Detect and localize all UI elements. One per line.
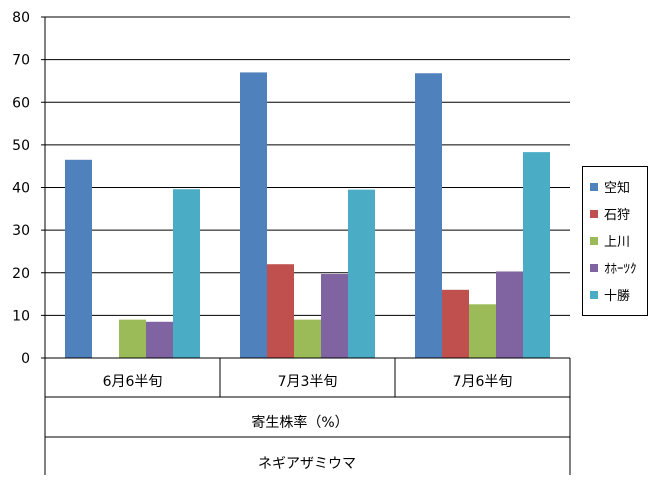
bar: [173, 189, 200, 358]
bar: [146, 321, 173, 358]
bar: [65, 159, 92, 358]
x-group-label-1: 寄生株率（%）: [251, 414, 348, 431]
legend-swatch: [590, 182, 598, 191]
y-tick-label: 0: [21, 351, 30, 367]
y-tick-label: 10: [12, 308, 30, 324]
legend-item: 石狩: [583, 200, 647, 227]
bar: [442, 289, 469, 358]
x-tick-label: 7月3半旬: [278, 374, 338, 390]
x-tick-label: 7月6半旬: [453, 374, 513, 390]
y-axis-ticks: 0 10 20 30 40 50 60 70 80: [12, 10, 30, 367]
bar: [469, 304, 496, 358]
y-tick-label: 30: [12, 223, 30, 239]
x-group-label-2: ネギアザミウマ: [258, 456, 356, 472]
y-tick-label: 60: [12, 95, 30, 111]
legend-label: 十勝: [604, 289, 631, 304]
y-tick-label: 70: [12, 53, 30, 69]
bar: [294, 319, 321, 358]
bars: [65, 72, 550, 358]
bar: [415, 73, 442, 358]
bar: [348, 189, 375, 358]
legend-swatch: [590, 263, 598, 272]
y-tick-label: 20: [12, 266, 30, 282]
gridlines: [41, 16, 570, 359]
legend-label: 石狩: [604, 208, 631, 223]
legend-swatch: [590, 209, 598, 218]
bar: [119, 319, 146, 358]
legend-swatch: [590, 236, 598, 245]
legend-label: 上川: [604, 235, 631, 250]
bar: [523, 152, 550, 358]
legend-item: 十勝: [583, 281, 647, 308]
y-tick-label: 50: [12, 138, 30, 154]
bar: [267, 264, 294, 358]
legend-label: ｵﾎｰﾂｸ: [604, 262, 637, 277]
x-axis-labels: 6月6半旬 7月3半旬 7月6半旬: [103, 374, 513, 390]
chart-legend: 空知石狩上川 ｵﾎｰﾂｸ 十勝: [582, 166, 648, 316]
legend-item: ｵﾎｰﾂｸ: [583, 254, 647, 281]
legend-swatch: [590, 290, 598, 299]
bar: [496, 271, 523, 358]
x-axis-frame: [44, 358, 571, 475]
bar: [240, 72, 267, 358]
legend-item: 空知: [583, 173, 647, 200]
bar: [321, 274, 348, 358]
y-tick-label: 40: [12, 181, 30, 197]
x-tick-label: 6月6半旬: [103, 374, 163, 390]
legend-label: 空知: [604, 181, 631, 196]
legend-item: 上川: [583, 227, 647, 254]
y-tick-label: 80: [12, 10, 30, 26]
